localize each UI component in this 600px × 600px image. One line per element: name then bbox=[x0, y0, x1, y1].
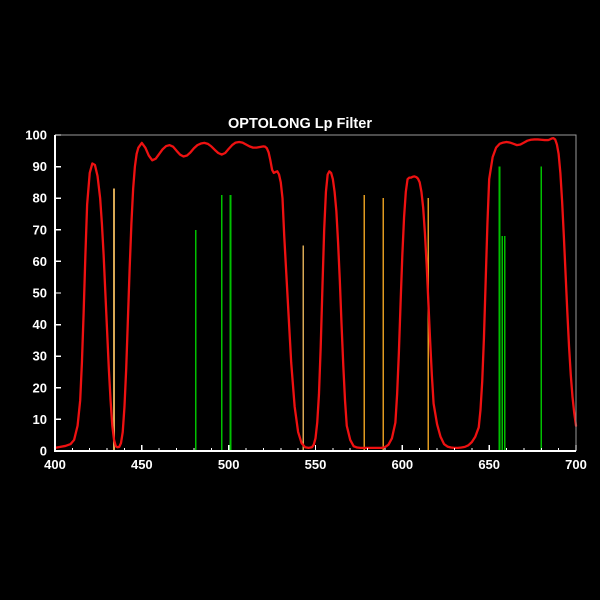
x-tick-label: 650 bbox=[478, 457, 500, 472]
transmission-curve-group bbox=[53, 137, 578, 449]
axis-labels-group: 400 450 500 550 600 650 700 0 10 20 30 40 50 60 70 80 90… bbox=[25, 128, 587, 473]
plot-frame bbox=[55, 134, 577, 451]
x-tick-label: 500 bbox=[218, 457, 240, 472]
x-tick-label: 700 bbox=[565, 457, 587, 472]
x-tick-label: 550 bbox=[305, 457, 327, 472]
emission-lines-group bbox=[113, 166, 543, 451]
x-tick-label: 600 bbox=[391, 457, 413, 472]
x-tick-label: 450 bbox=[131, 457, 153, 472]
y-tick-label: 0 bbox=[40, 444, 47, 459]
axis-ticks-group bbox=[54, 134, 577, 452]
x-tick-label: 400 bbox=[44, 457, 66, 472]
transmission-curve bbox=[53, 137, 578, 449]
y-tick-label: 20 bbox=[33, 380, 47, 395]
y-tick-label: 90 bbox=[33, 159, 47, 174]
y-tick-label: 80 bbox=[33, 191, 47, 206]
y-tick-label: 70 bbox=[33, 222, 47, 237]
y-tick-label: 100 bbox=[25, 128, 47, 143]
y-tick-label: 40 bbox=[33, 317, 47, 332]
chart-title: OPTOLONG Lp Filter bbox=[228, 116, 372, 132]
y-tick-label: 60 bbox=[33, 254, 47, 269]
y-tick-label: 30 bbox=[33, 349, 47, 364]
y-tick-label: 10 bbox=[33, 412, 47, 427]
y-tick-label: 50 bbox=[33, 286, 47, 301]
